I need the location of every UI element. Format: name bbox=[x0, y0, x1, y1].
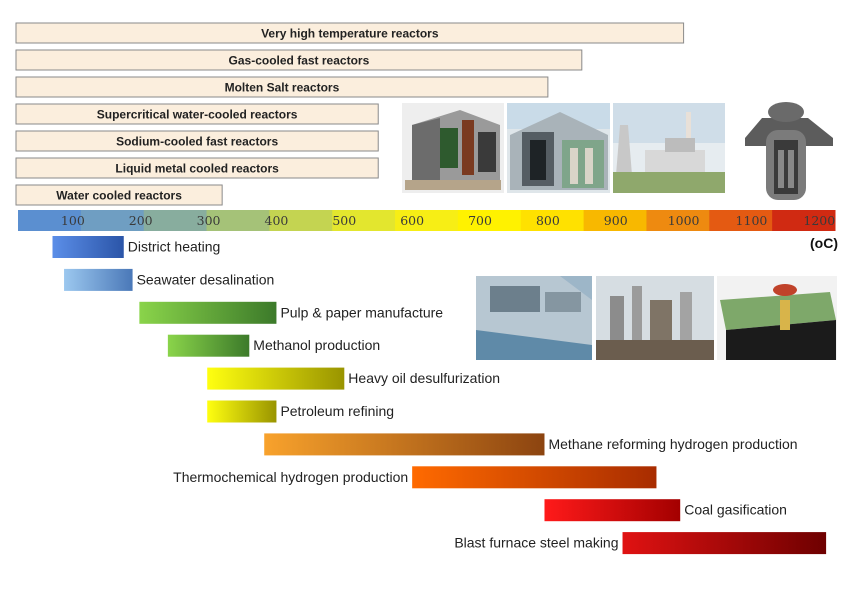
reactor-label-molten-salt-reactors: Molten Salt reactors bbox=[225, 81, 340, 95]
application-bar-pulp-and-paper-manufacture bbox=[139, 301, 277, 324]
application-bar-seawater-desalination bbox=[64, 268, 133, 291]
power-plant-image bbox=[613, 103, 725, 193]
tick-label-1200: 1200 bbox=[803, 213, 835, 228]
reactor-bars: Very high temperature reactors Gas-cooled… bbox=[15, 22, 685, 206]
application-label-seawater-desalination: Seawater desalination bbox=[137, 271, 275, 287]
application-label-methanol-production: Methanol production bbox=[253, 337, 380, 353]
application-bar-district-heating bbox=[52, 236, 124, 258]
scale-segment bbox=[80, 210, 145, 231]
scale-segment bbox=[395, 210, 459, 231]
tick-label-600: 600 bbox=[400, 213, 424, 228]
gasification-diagram-image bbox=[717, 276, 837, 360]
scale-segment bbox=[520, 210, 585, 231]
application-label-methane-reforming-hydrogen-production: Methane reforming hydrogen production bbox=[548, 436, 797, 452]
reactor-vessel-image bbox=[740, 98, 833, 204]
tick-label-100: 100 bbox=[61, 213, 85, 228]
scale-segment bbox=[143, 210, 208, 231]
scale-segment bbox=[269, 210, 333, 231]
application-label-blast-furnace-steel-making: Blast furnace steel making bbox=[454, 535, 618, 551]
tick-label-1100: 1100 bbox=[736, 213, 768, 228]
application-bars: District heating Seawater desalination Pul… bbox=[52, 236, 827, 555]
desalination-plant-image bbox=[476, 276, 592, 360]
application-label-coal-gasification: Coal gasification bbox=[684, 502, 787, 518]
scale-segment bbox=[206, 210, 270, 231]
application-bar-methane-reforming-hydrogen-production bbox=[264, 433, 545, 456]
application-label-district-heating: District heating bbox=[128, 239, 221, 255]
scale-segment bbox=[772, 210, 836, 231]
application-label-pulp-and-paper-manufacture: Pulp & paper manufacture bbox=[280, 304, 443, 320]
temperature-scale: 100 200 300 400 500 600 700 800 900 1000 1100 1200 bbox=[18, 210, 836, 231]
tick-label-500: 500 bbox=[332, 213, 356, 228]
reactor-label-very-high-temperature-reactors: Very high temperature reactors bbox=[261, 27, 439, 41]
application-bar-methanol-production bbox=[167, 334, 250, 357]
application-illustrations bbox=[476, 276, 837, 360]
application-bar-coal-gasification bbox=[544, 499, 681, 522]
refinery-image bbox=[596, 276, 714, 360]
reactor-bar-water-cooled-reactors bbox=[15, 184, 223, 206]
scale-segment bbox=[18, 210, 82, 231]
tick-label-800: 800 bbox=[536, 213, 560, 228]
application-label-thermochemical-hydrogen-production: Thermochemical hydrogen production bbox=[173, 469, 408, 485]
reactor-label-supercritical-water-cooled-reactors: Supercritical water-cooled reactors bbox=[97, 108, 298, 122]
tick-label-400: 400 bbox=[265, 213, 289, 228]
reactor-bar-molten-salt-reactors bbox=[15, 76, 549, 98]
reactor-bar-very-high-temperature-reactors bbox=[15, 22, 685, 44]
reactor-bar-liquid-metal-cooled-reactors bbox=[15, 157, 379, 179]
tick-label-1000: 1000 bbox=[668, 213, 700, 228]
scale-segment bbox=[457, 210, 522, 231]
tick-label-200: 200 bbox=[129, 213, 153, 228]
tick-label-700: 700 bbox=[468, 213, 492, 228]
reactor-label-sodium-cooled-fast-reactors: Sodium-cooled fast reactors bbox=[116, 135, 278, 149]
reactor-label-gas-cooled-fast-reactors: Gas-cooled fast reactors bbox=[229, 54, 370, 68]
reactor-label-water-cooled-reactors: Water cooled reactors bbox=[56, 189, 182, 203]
reactor-bar-sodium-cooled-fast-reactors bbox=[15, 130, 379, 152]
scale-segment bbox=[646, 210, 710, 231]
tick-label-300: 300 bbox=[197, 213, 221, 228]
reactor-bar-gas-cooled-fast-reactors bbox=[15, 49, 583, 71]
application-bar-blast-furnace-steel-making bbox=[622, 532, 827, 555]
scale-segment bbox=[583, 210, 647, 231]
application-label-petroleum-refining: Petroleum refining bbox=[280, 403, 394, 419]
reactor-building-image bbox=[402, 103, 504, 193]
reactor-illustrations bbox=[402, 98, 833, 204]
application-bar-heavy-oil-desulfurization bbox=[207, 367, 345, 390]
tick-label-900: 900 bbox=[604, 213, 628, 228]
application-bar-thermochemical-hydrogen-production bbox=[412, 466, 657, 489]
reactor-bar-supercritical-water-cooled-reactors bbox=[15, 103, 379, 125]
application-bar-petroleum-refining bbox=[207, 400, 277, 423]
reactor-label-liquid-metal-cooled-reactors: Liquid metal cooled reactors bbox=[115, 162, 279, 176]
application-label-heavy-oil-desulfurization: Heavy oil desulfurization bbox=[348, 370, 500, 386]
scale-segment bbox=[709, 210, 773, 231]
reactor-cutaway-image bbox=[507, 103, 610, 193]
unit-label: (oC) bbox=[810, 235, 838, 251]
scale-segment bbox=[332, 210, 396, 231]
